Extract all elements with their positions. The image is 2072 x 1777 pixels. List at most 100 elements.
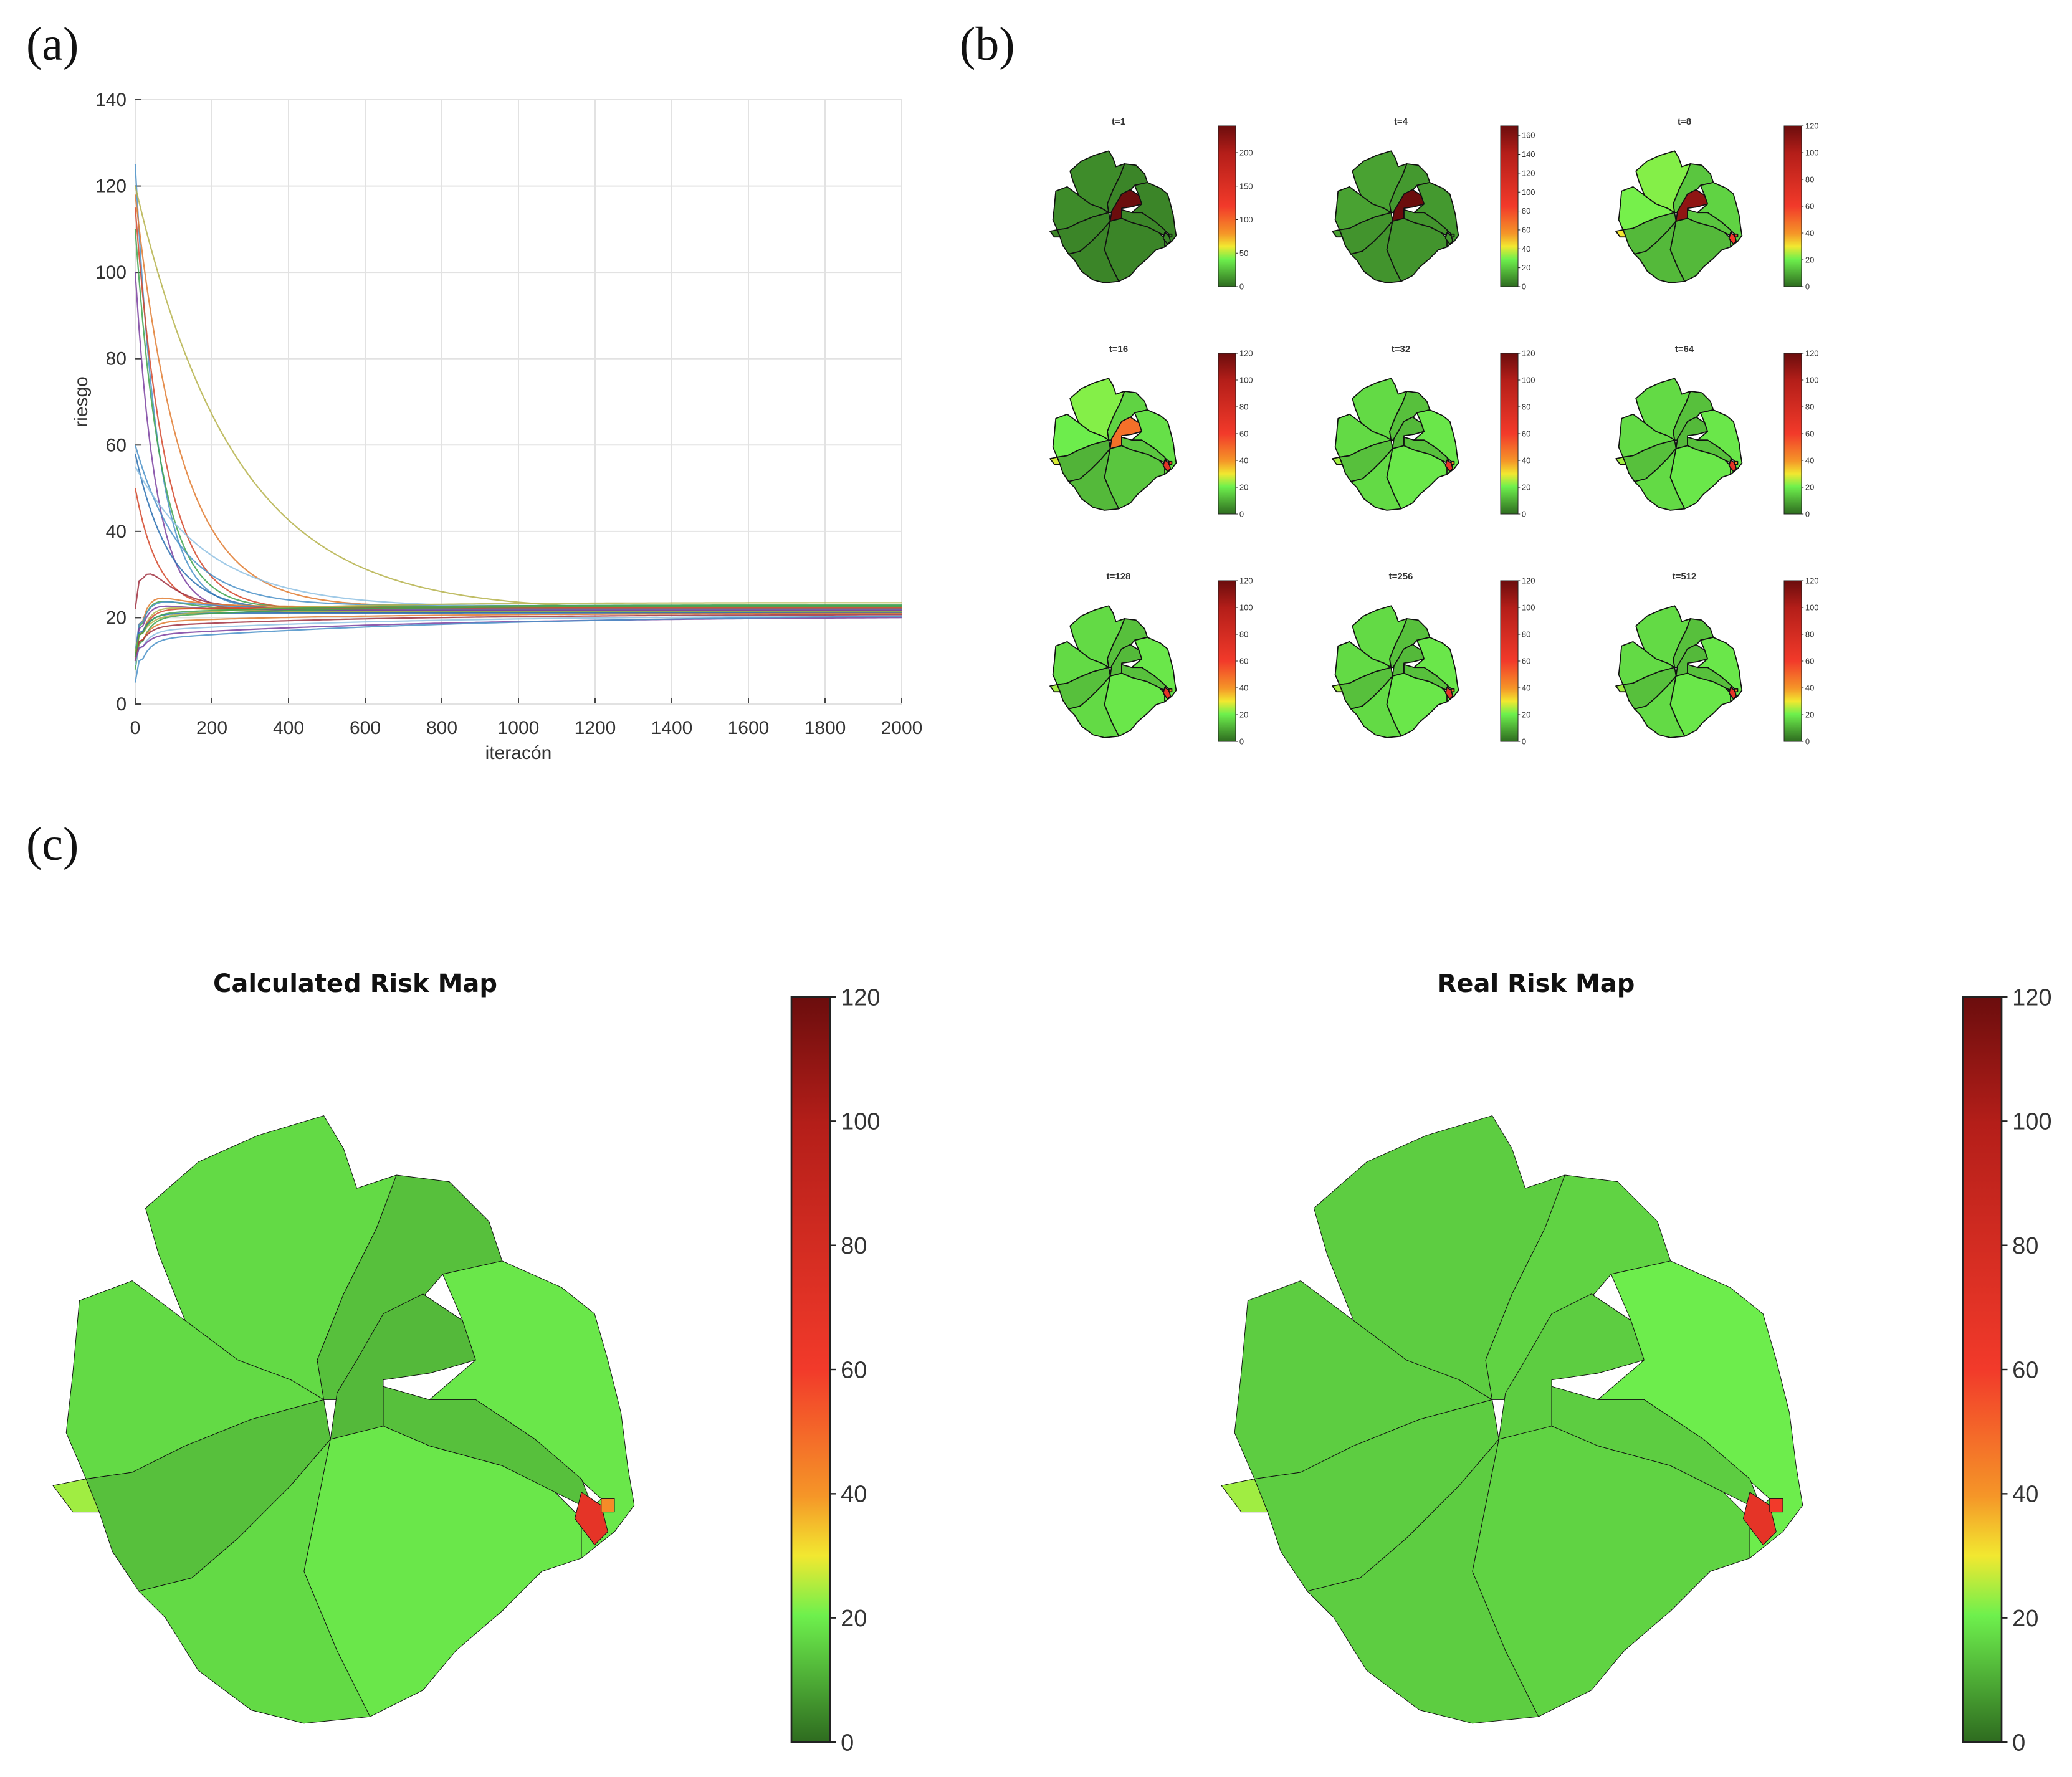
small-map-island: [1615, 150, 1743, 283]
small-map-colorbar-label: 80: [1522, 206, 1530, 216]
small-map-colorbar-label: 20: [1805, 710, 1814, 720]
large-map-colorbar-label: 100: [2012, 1109, 2051, 1135]
small-map-colorbar-label: 150: [1239, 181, 1253, 191]
large-map-colorbar-label: 20: [2012, 1606, 2038, 1632]
small-map-title: t=128: [1107, 571, 1131, 582]
small-map-colorbar-label: 20: [1239, 710, 1248, 720]
large-map-colorbar: [790, 996, 831, 1743]
small-map-region-south-center: [1068, 221, 1120, 283]
large-map-colorbar-label: 0: [2012, 1730, 2025, 1756]
panel-label-c: (c): [26, 818, 79, 870]
small-map-region-port-small: [1168, 233, 1173, 238]
small-map-colorbar-label: 20: [1805, 483, 1814, 492]
small-map-colorbar-label: 0: [1805, 737, 1810, 746]
small-map-region-south-center: [1350, 448, 1402, 511]
y-tick-label: 100: [95, 262, 127, 283]
small-map-region-tip: [1049, 456, 1061, 465]
large-map-colorbar-label: 100: [841, 1109, 880, 1135]
small-map-island: [1615, 378, 1743, 511]
small-map-region-tip: [1615, 229, 1626, 238]
small-map-colorbar: [1218, 125, 1236, 287]
small-map-region-port-small: [1168, 460, 1173, 465]
large-map-region-south-center: [1307, 1439, 1539, 1724]
small-map-colorbar: [1783, 580, 1802, 742]
large-map-colorbar: [1962, 996, 2003, 1743]
small-map-colorbar-label: 20: [1805, 255, 1814, 265]
large-map-colorbar-label: 60: [2012, 1357, 2038, 1383]
large-map-colorbar-label: 40: [841, 1482, 867, 1508]
small-map-title: t=8: [1678, 117, 1691, 127]
small-map-colorbar-label: 120: [1522, 168, 1535, 178]
small-map-title: t=64: [1675, 344, 1694, 355]
small-map-colorbar-label: 120: [1239, 576, 1253, 586]
small-map-colorbar-label: 80: [1239, 403, 1248, 412]
small-map-colorbar-label: 100: [1805, 603, 1819, 612]
small-map-region-port-small: [1168, 688, 1173, 693]
x-tick-label: 1600: [728, 718, 770, 738]
large-map-region-tip: [52, 1479, 100, 1513]
small-map-colorbar-label: 40: [1522, 244, 1530, 254]
large-map-region-tip: [1221, 1479, 1268, 1513]
x-tick-label: 800: [426, 718, 457, 738]
small-map-colorbar-label: 200: [1239, 148, 1253, 158]
small-map-region-port-small: [1734, 688, 1739, 693]
small-map-colorbar-label: 0: [1805, 510, 1810, 519]
small-map-region-tip: [1049, 229, 1061, 238]
small-map-colorbar-label: 60: [1522, 657, 1530, 666]
small-map-island: [1332, 150, 1459, 283]
large-map-colorbar-label: 80: [2012, 1233, 2038, 1259]
small-map-colorbar-label: 60: [1239, 657, 1248, 666]
x-tick-label: 1000: [498, 718, 540, 738]
small-map-colorbar-label: 80: [1805, 175, 1814, 184]
small-map-colorbar-label: 20: [1522, 483, 1530, 492]
small-map-island: [1049, 605, 1177, 738]
series-line: [134, 601, 902, 653]
series-line: [134, 615, 902, 665]
small-map-island: [1049, 378, 1177, 511]
y-tick-label: 60: [106, 435, 127, 455]
small-map-colorbar-label: 100: [1239, 376, 1253, 385]
large-map-region-port: [1742, 1492, 1777, 1546]
small-map-colorbar-label: 80: [1522, 403, 1530, 412]
y-axis-label: riesgo: [71, 376, 92, 427]
small-map-region-port-small: [1734, 460, 1739, 465]
y-tick-label: 140: [95, 90, 127, 110]
panel-label-b: (b): [960, 18, 1015, 70]
large-map-colorbar-label: 20: [841, 1606, 867, 1632]
small-map-colorbar-label: 40: [1239, 684, 1248, 693]
large-map-title: Real Risk Map: [1438, 969, 1635, 998]
small-map-colorbar-label: 40: [1522, 684, 1530, 693]
small-map-colorbar-label: 20: [1239, 483, 1248, 492]
small-map-island: [1332, 378, 1459, 511]
small-map-region-south-center: [1068, 675, 1120, 738]
series-line: [134, 605, 902, 670]
large-map-region-port-small: [1769, 1498, 1783, 1513]
small-map-region-port-small: [1451, 688, 1455, 693]
small-map-region-port-small: [1734, 233, 1739, 238]
small-map-colorbar: [1500, 353, 1519, 515]
small-map-colorbar-label: 100: [1522, 376, 1535, 385]
series-line: [134, 616, 902, 683]
small-map-colorbar-label: 60: [1805, 202, 1814, 211]
small-map-colorbar-label: 0: [1522, 510, 1526, 519]
large-map-island: [52, 1115, 635, 1724]
series-line: [134, 605, 902, 657]
small-map-colorbar-label: 60: [1522, 225, 1530, 234]
x-tick-label: 600: [350, 718, 381, 738]
small-map-title: t=512: [1673, 571, 1697, 582]
small-map-region-south-center: [1634, 675, 1686, 738]
x-tick-label: 1800: [804, 718, 846, 738]
small-map-colorbar-label: 0: [1805, 282, 1810, 292]
small-map-colorbar-label: 40: [1522, 456, 1530, 465]
large-map-colorbar-label: 120: [841, 984, 880, 1011]
small-map-region-south-center: [1634, 221, 1686, 283]
x-tick-label: 1400: [651, 718, 693, 738]
small-map-region-tip: [1332, 456, 1343, 465]
small-map-colorbar-label: 60: [1522, 429, 1530, 439]
small-map-colorbar-label: 100: [1522, 188, 1535, 197]
small-map-colorbar-label: 0: [1239, 282, 1244, 292]
large-map-colorbar-label: 60: [841, 1357, 867, 1383]
large-map-region-port-small: [601, 1498, 615, 1513]
